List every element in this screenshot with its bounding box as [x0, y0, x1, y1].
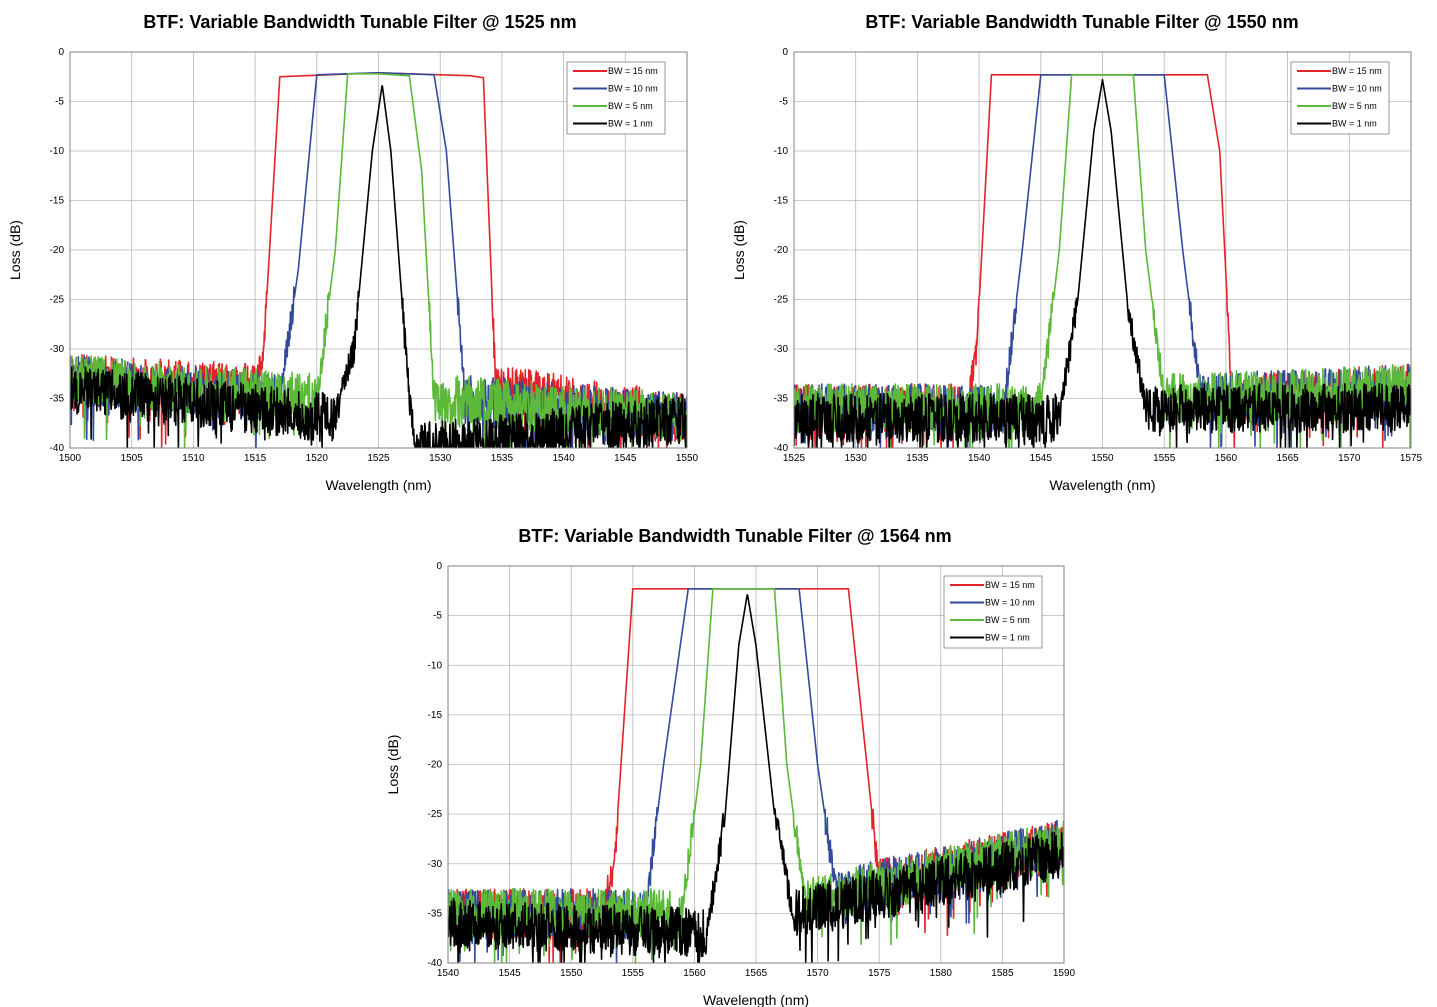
x-tick-label: 1560	[683, 968, 706, 979]
x-axis-label: Wavelength (nm)	[325, 477, 431, 493]
x-tick-label: 1515	[244, 453, 267, 464]
x-tick-label: 1535	[906, 453, 929, 464]
y-tick-label: -25	[774, 295, 789, 306]
x-tick-label: 1535	[491, 453, 514, 464]
x-tick-label: 1505	[121, 453, 144, 464]
legend-entry: BW = 5 nm	[608, 101, 653, 111]
legend-entry: BW = 10 nm	[608, 84, 658, 94]
y-tick-label: -5	[433, 611, 442, 622]
y-tick-label: -35	[774, 394, 789, 405]
x-tick-label: 1545	[498, 968, 521, 979]
x-tick-label: 1545	[1030, 453, 1053, 464]
x-tick-label: 1585	[991, 968, 1014, 979]
y-tick-label: 0	[58, 47, 64, 58]
y-tick-label: -40	[50, 443, 65, 454]
x-tick-label: 1550	[560, 968, 583, 979]
y-axis-label: Loss (dB)	[385, 735, 401, 795]
legend-entry: BW = 15 nm	[985, 580, 1035, 590]
chart-title: BTF: Variable Bandwidth Tunable Filter @…	[865, 12, 1298, 32]
y-axis-label: Loss (dB)	[731, 220, 747, 280]
y-tick-label: -35	[428, 908, 443, 919]
x-tick-label: 1550	[676, 453, 699, 464]
x-tick-label: 1530	[845, 453, 868, 464]
x-tick-label: 1570	[806, 968, 829, 979]
chart-title: BTF: Variable Bandwidth Tunable Filter @…	[143, 12, 576, 32]
legend: BW = 15 nm BW = 10 nm BW = 5 nm BW = 1 nm	[567, 62, 665, 134]
y-axis-label: Loss (dB)	[7, 220, 23, 280]
y-tick-label: -25	[50, 295, 65, 306]
x-tick-label: 1570	[1338, 453, 1361, 464]
x-tick-label: 1565	[1276, 453, 1299, 464]
y-tick-label: 0	[436, 561, 442, 572]
x-tick-label: 1560	[1215, 453, 1238, 464]
legend-entry: BW = 10 nm	[1332, 84, 1382, 94]
y-tick-label: -40	[774, 443, 789, 454]
legend-entry: BW = 15 nm	[1332, 66, 1382, 76]
y-tick-label: -20	[50, 245, 65, 256]
y-tick-label: -15	[428, 710, 443, 721]
x-axis-label: Wavelength (nm)	[1049, 477, 1155, 493]
x-tick-label: 1540	[552, 453, 575, 464]
x-tick-label: 1525	[783, 453, 806, 464]
y-tick-label: -5	[55, 97, 64, 108]
y-tick-label: 0	[782, 47, 788, 58]
x-tick-label: 1580	[930, 968, 953, 979]
x-tick-label: 1575	[1400, 453, 1423, 464]
y-tick-label: -10	[50, 146, 65, 157]
y-tick-label: -30	[428, 859, 443, 870]
x-tick-label: 1540	[437, 968, 460, 979]
chart-panel-1550: BTF: Variable Bandwidth Tunable Filter @…	[719, 0, 1437, 500]
x-tick-label: 1530	[429, 453, 452, 464]
x-axis-label: Wavelength (nm)	[703, 992, 809, 1007]
y-tick-label: -25	[428, 809, 443, 820]
legend: BW = 15 nm BW = 10 nm BW = 5 nm BW = 1 nm	[944, 576, 1042, 648]
x-tick-label: 1555	[622, 968, 645, 979]
legend: BW = 15 nm BW = 10 nm BW = 5 nm BW = 1 nm	[1291, 62, 1389, 134]
y-tick-label: -10	[428, 660, 443, 671]
legend-entry: BW = 15 nm	[608, 66, 658, 76]
y-tick-label: -10	[774, 146, 789, 157]
y-tick-label: -15	[774, 196, 789, 207]
y-tick-label: -5	[779, 97, 788, 108]
x-tick-label: 1545	[614, 453, 637, 464]
legend-entry: BW = 1 nm	[1332, 119, 1377, 129]
y-tick-label: -30	[50, 344, 65, 355]
x-tick-label: 1540	[968, 453, 991, 464]
x-tick-label: 1590	[1053, 968, 1076, 979]
chart-svg-1564: BTF: Variable Bandwidth Tunable Filter @…	[370, 512, 1088, 1007]
x-tick-label: 1525	[367, 453, 390, 464]
legend-entry: BW = 5 nm	[1332, 101, 1377, 111]
y-tick-label: -35	[50, 394, 65, 405]
legend-entry: BW = 1 nm	[985, 633, 1030, 643]
legend-entry: BW = 10 nm	[985, 598, 1035, 608]
y-tick-label: -20	[428, 760, 443, 771]
x-tick-label: 1520	[306, 453, 329, 464]
legend-entry: BW = 1 nm	[608, 119, 653, 129]
x-tick-label: 1510	[182, 453, 205, 464]
chart-svg-1525: BTF: Variable Bandwidth Tunable Filter @…	[0, 0, 718, 500]
x-tick-label: 1555	[1153, 453, 1176, 464]
chart-panel-1564: BTF: Variable Bandwidth Tunable Filter @…	[370, 512, 1088, 1007]
chart-svg-1550: BTF: Variable Bandwidth Tunable Filter @…	[719, 0, 1437, 500]
y-tick-label: -20	[774, 245, 789, 256]
x-tick-label: 1550	[1091, 453, 1114, 464]
y-tick-label: -15	[50, 196, 65, 207]
legend-entry: BW = 5 nm	[985, 615, 1030, 625]
y-tick-label: -40	[428, 958, 443, 969]
x-tick-label: 1500	[59, 453, 82, 464]
x-tick-label: 1565	[745, 968, 768, 979]
chart-panel-1525: BTF: Variable Bandwidth Tunable Filter @…	[0, 0, 718, 500]
x-tick-label: 1575	[868, 968, 891, 979]
chart-title: BTF: Variable Bandwidth Tunable Filter @…	[518, 526, 951, 546]
y-tick-label: -30	[774, 344, 789, 355]
